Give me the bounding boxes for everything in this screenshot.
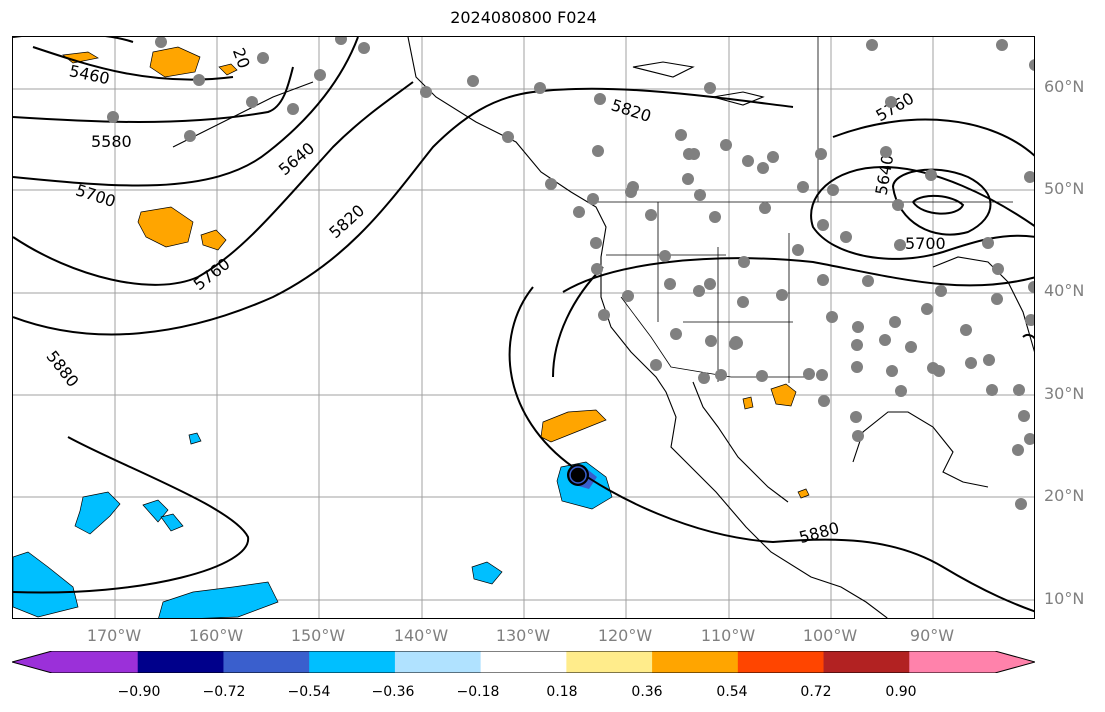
contour-label: 5820 <box>325 201 368 242</box>
lat-label-40n: 40°N <box>1044 281 1085 300</box>
colorbar <box>12 651 1035 673</box>
lat-label-20n: 20°N <box>1044 486 1085 505</box>
colorbar-tick: 0.18 <box>546 684 578 700</box>
colorbar-tick: 0.72 <box>800 684 832 700</box>
colorbar-tick: −0.72 <box>202 684 246 700</box>
colorbar-tick: −0.54 <box>287 684 331 700</box>
contour-label: 5580 <box>91 132 132 151</box>
contour-label: 5700 <box>905 234 946 253</box>
contour-label: 5460 <box>68 61 112 88</box>
contour-label: 5880 <box>797 518 841 547</box>
contour-label: 5880 <box>43 347 83 391</box>
station-markers <box>107 37 1034 510</box>
colorbar-segment <box>737 651 825 673</box>
colorbar-tick: −0.18 <box>456 684 500 700</box>
colorbar-tick: −0.36 <box>371 684 415 700</box>
lon-label-170w: 170°W <box>86 626 142 645</box>
storm-center-marker <box>567 464 589 486</box>
lat-label-50n: 50°N <box>1044 179 1085 198</box>
colorbar-tick: −0.90 <box>117 684 161 700</box>
lon-label-120w: 120°W <box>597 626 653 645</box>
positive-anomaly-shading <box>62 46 810 499</box>
colorbar-segment <box>480 651 567 673</box>
colorbar-segment <box>823 651 910 673</box>
colorbar-left-extension <box>12 651 52 673</box>
contour-label: 5760 <box>190 254 234 294</box>
colorbar-tick: 0.90 <box>885 684 917 700</box>
map-title: 2024080800 F024 <box>450 8 597 27</box>
colorbar-segment <box>909 651 996 673</box>
colorbar-segment <box>52 651 139 673</box>
lon-label-150w: 150°W <box>290 626 346 645</box>
map-canvas: 5460 20 5580 5640 5700 5760 5820 5820 58… <box>13 37 1034 618</box>
colorbar-segment <box>137 651 224 673</box>
colorbar-segment <box>223 651 310 673</box>
colorbar-segments <box>52 651 996 673</box>
lon-label-140w: 140°W <box>393 626 449 645</box>
lat-label-30n: 30°N <box>1044 384 1085 403</box>
lon-label-130w: 130°W <box>495 626 551 645</box>
colorbar-segment <box>394 651 482 673</box>
colorbar-segment <box>652 651 739 673</box>
lon-label-90w: 90°W <box>909 626 955 645</box>
map-panel: 5460 20 5580 5640 5700 5760 5820 5820 58… <box>12 36 1035 619</box>
coastlines <box>172 37 1034 618</box>
contour-label: 5820 <box>609 95 654 126</box>
colorbar-tick: 0.54 <box>716 684 748 700</box>
colorbar-segment <box>309 651 396 673</box>
colorbar-tick: 0.36 <box>631 684 663 700</box>
colorbar-segment <box>566 651 653 673</box>
height-contours <box>13 37 1034 613</box>
contour-label: 5640 <box>275 138 318 179</box>
lat-label-10n: 10°N <box>1044 589 1085 608</box>
lon-label-160w: 160°W <box>188 626 244 645</box>
lon-label-100w: 100°W <box>802 626 858 645</box>
colorbar-right-extension <box>995 651 1035 673</box>
lon-label-110w: 110°W <box>700 626 756 645</box>
lat-label-60n: 60°N <box>1044 77 1085 96</box>
negative-anomaly-shading <box>13 432 613 618</box>
